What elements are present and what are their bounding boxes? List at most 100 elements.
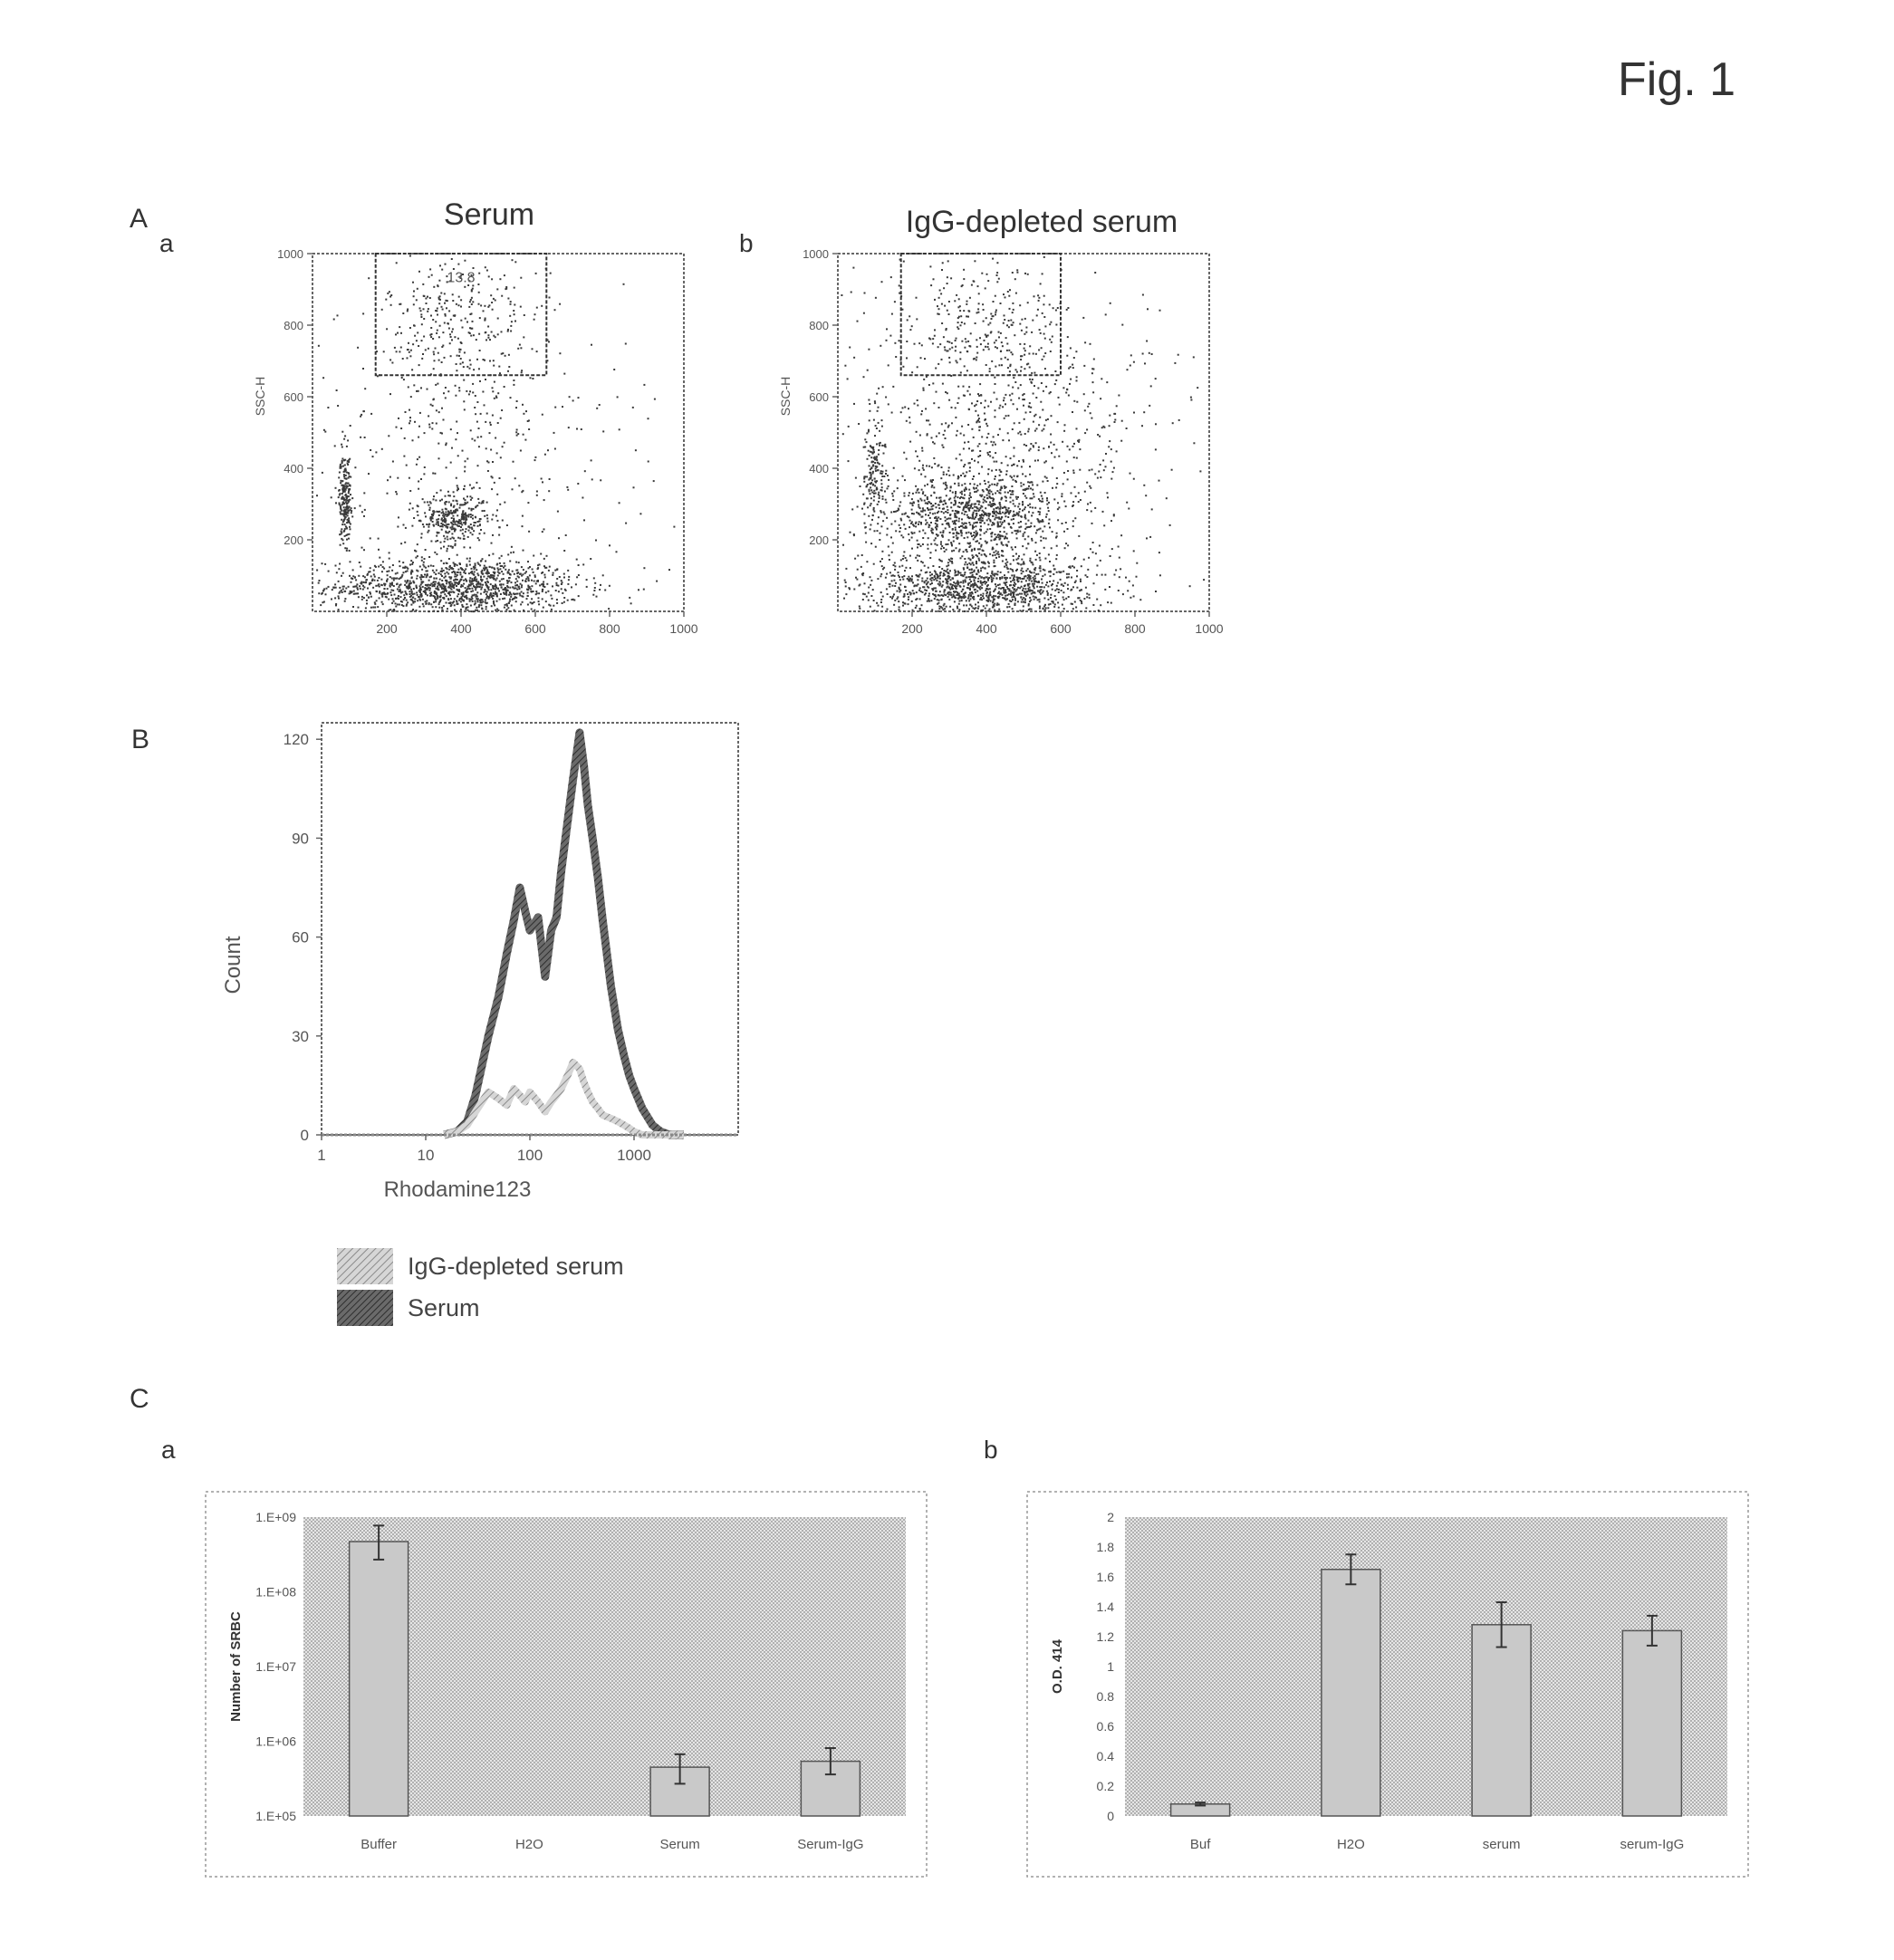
data-point [387,588,389,590]
data-point [994,503,995,504]
data-point [477,525,479,527]
data-point [454,565,456,567]
data-point [957,608,958,610]
data-point [502,520,504,522]
data-point [559,576,561,578]
data-point [966,341,967,343]
data-point [969,604,971,606]
data-point [472,514,474,516]
data-point [921,515,923,517]
data-point [395,602,397,604]
data-point [1013,518,1014,520]
data-point [417,575,418,577]
data-point [1002,406,1004,408]
data-point [993,441,995,443]
data-point [1010,526,1012,528]
data-point [549,566,551,568]
data-point [974,576,976,578]
data-point [448,591,450,593]
data-point [1086,428,1088,430]
data-point [445,387,447,389]
data-point [437,352,439,354]
data-point [997,434,999,436]
data-point [965,579,966,581]
data-point [534,313,536,315]
data-point [1079,597,1081,599]
data-point [334,597,336,599]
data-point [947,260,949,262]
data-point [1101,427,1103,428]
data-point [976,346,978,348]
data-point [958,543,960,544]
data-point [436,492,437,494]
data-point [348,517,350,519]
data-point [504,593,505,595]
data-point [525,578,527,580]
data-point [441,607,443,609]
data-point [974,484,976,485]
data-point [885,470,887,472]
data-point [358,575,360,577]
data-point [472,518,474,520]
data-point [935,594,937,596]
data-point [1023,405,1024,407]
data-point [460,600,462,602]
data-point [1012,608,1014,610]
data-point [1020,526,1022,528]
data-point [578,397,580,399]
data-point [487,306,489,308]
data-point [868,429,870,431]
data-point [964,483,966,485]
data-point [441,306,443,308]
data-point [442,610,444,611]
data-point [1062,604,1063,606]
data-point [463,519,465,521]
data-point [1043,303,1044,305]
data-point [911,325,913,327]
data-point [335,565,337,567]
data-point [558,591,560,592]
data-point [475,589,476,591]
data-point [510,574,512,576]
data-point [1020,521,1022,523]
data-point [996,399,998,400]
data-point [476,572,478,574]
data-point [439,264,441,266]
data-point [1106,492,1108,494]
data-point [990,540,992,542]
data-point [909,555,911,557]
data-point [484,533,486,534]
data-point [1062,493,1063,495]
data-point [513,598,514,600]
data-point [873,419,875,421]
data-point [1024,514,1026,516]
data-point [493,592,495,594]
data-point [1032,590,1034,591]
data-point [1002,479,1004,481]
data-point [388,435,389,437]
data-point [891,580,893,581]
data-point [917,489,918,491]
data-point [947,592,948,594]
data-point [467,606,469,608]
data-point [470,514,472,515]
data-point [1028,605,1030,607]
data-point [987,481,989,483]
data-point [963,575,965,577]
x-tick-label: 200 [376,621,398,636]
data-point [528,567,530,569]
data-point [405,592,407,594]
data-point [903,493,905,495]
data-point [995,583,996,585]
data-point [423,566,425,568]
data-point [438,511,440,513]
data-point [1141,425,1143,427]
data-point [494,398,495,399]
data-point [546,555,548,557]
data-point [341,519,342,521]
data-point [397,526,399,528]
data-point [514,261,516,263]
data-point [880,512,882,514]
data-point [476,596,478,598]
data-point [463,488,465,490]
